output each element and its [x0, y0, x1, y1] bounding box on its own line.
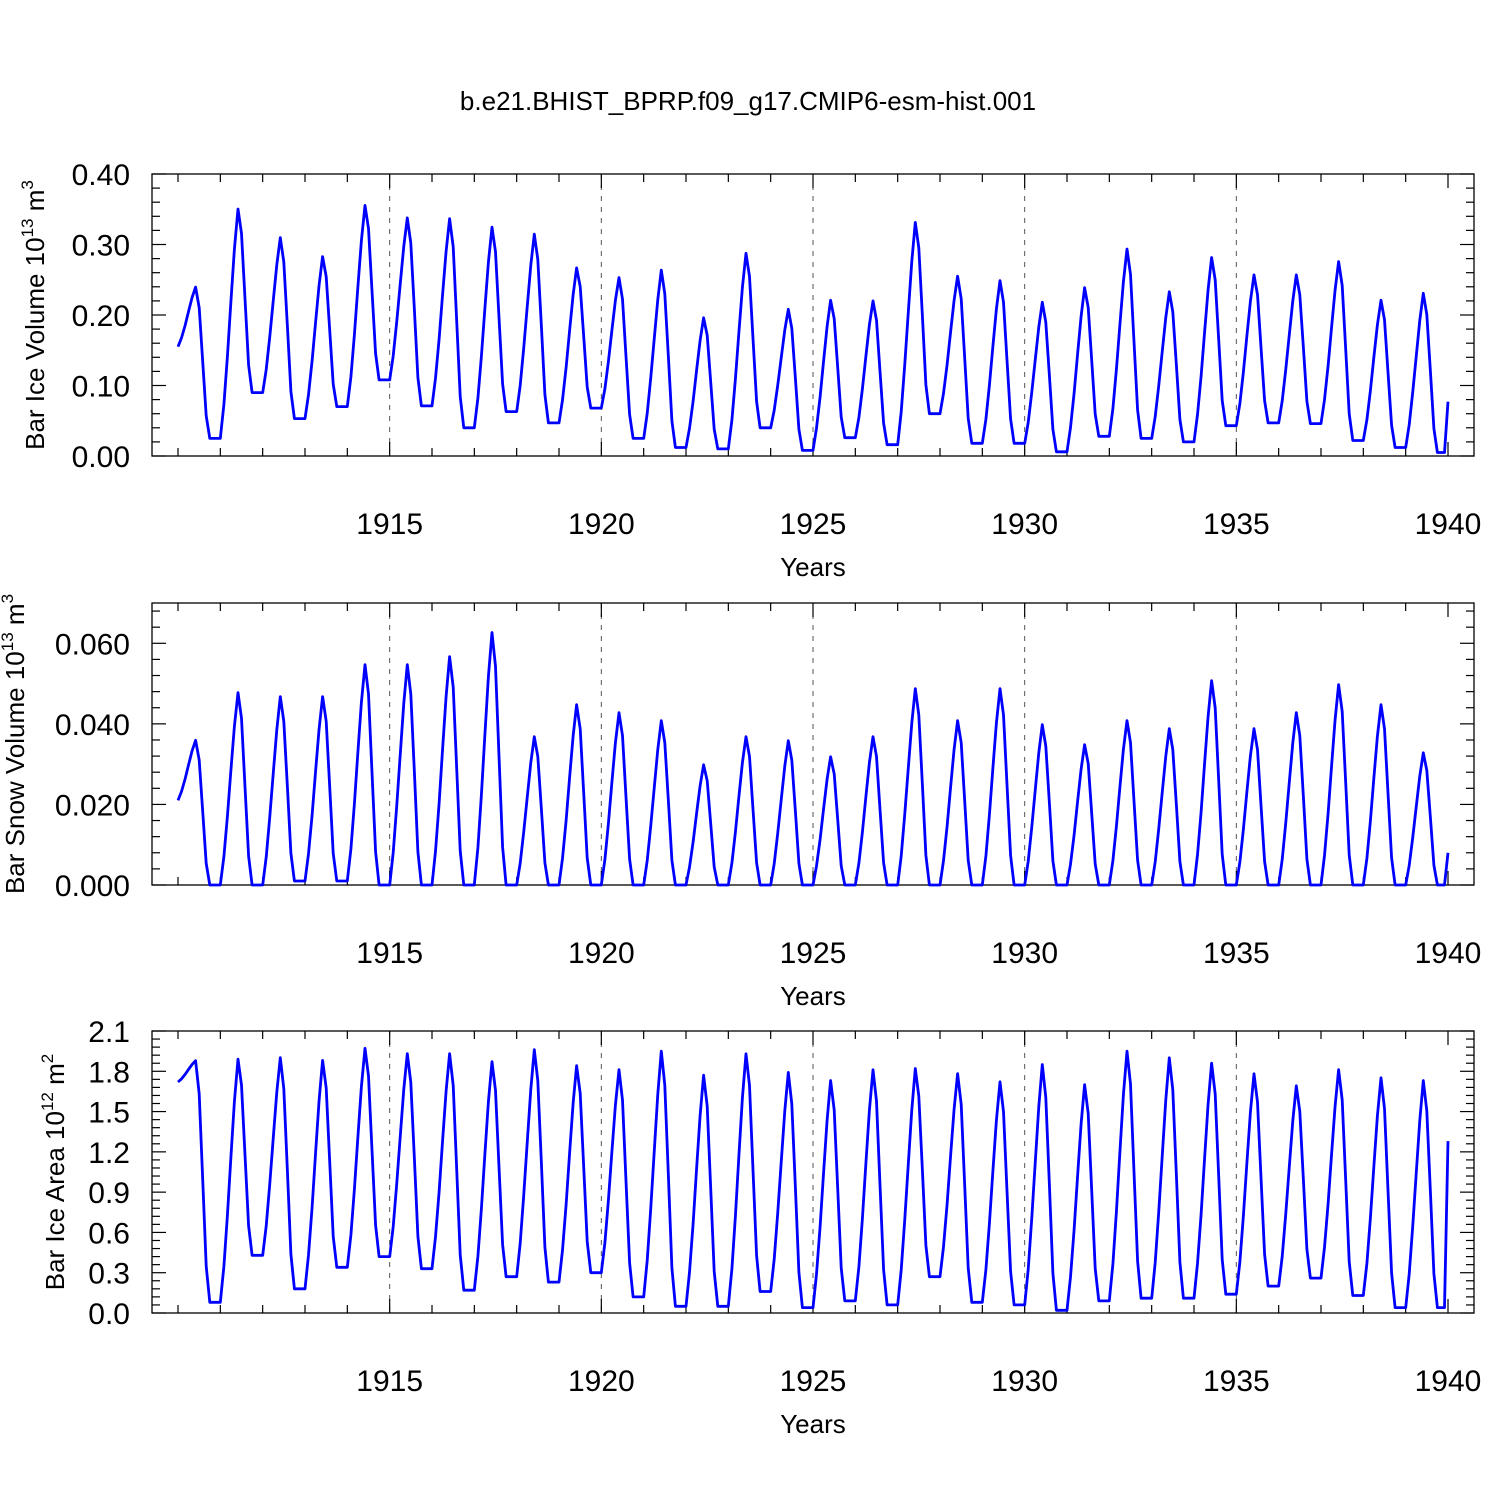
- x-axis-label: Years: [780, 552, 846, 582]
- panel-ice-volume: 0.00 0.10 0.20 0.30 0.40 1915 1920 1925 1930 1935…: [18, 159, 1481, 582]
- panel-ice-area: 0.0 0.3 0.6 0.9 1.2 1.5 1.8 2.1 1915 1920 1925 1930…: [38, 1016, 1481, 1439]
- y-tick-label: 0.6: [88, 1217, 130, 1250]
- x-tick-label: 1940: [1415, 1365, 1482, 1398]
- x-tick-label: 1925: [780, 1365, 847, 1398]
- x-tick-label: 1930: [991, 937, 1058, 970]
- panel-snow-volume: 0.000 0.020 0.040 0.060 1915 1920 1925 1930 1935…: [0, 594, 1481, 1011]
- y-tick-label: 0.0: [88, 1298, 130, 1331]
- y-tick-label: 0.00: [72, 441, 130, 474]
- series-line-snow-volume: [176, 631, 1450, 887]
- x-tick-label: 1920: [568, 937, 635, 970]
- x-tick-label: 1935: [1203, 937, 1270, 970]
- y-tick-label: 0.10: [72, 371, 130, 404]
- y-tick-label: 0.000: [55, 870, 130, 903]
- y-axis-label: Bar Snow Volume 1013 m3: [0, 594, 30, 894]
- y-tick-label: 0.9: [88, 1177, 130, 1210]
- x-tick-label: 1920: [568, 1365, 635, 1398]
- y-tick-label: 0.020: [55, 789, 130, 822]
- y-axis-label: Bar Ice Volume 1013 m3: [18, 180, 50, 450]
- x-tick-label: 1925: [780, 508, 847, 541]
- y-tick-label: 0.060: [55, 628, 130, 661]
- x-tick-label: 1915: [356, 508, 423, 541]
- x-axis-label: Years: [780, 981, 846, 1011]
- y-tick-label: 0.20: [72, 300, 130, 333]
- x-tick-label: 1920: [568, 508, 635, 541]
- y-tick-label: 1.2: [88, 1137, 130, 1170]
- figure-title: b.e21.BHIST_BPRP.f09_g17.CMIP6-esm-hist.…: [460, 86, 1036, 116]
- x-tick-label: 1930: [991, 508, 1058, 541]
- x-tick-label: 1935: [1203, 508, 1270, 541]
- y-axis-label: Bar Ice Area 1012 m2: [38, 1054, 70, 1291]
- y-tick-label: 0.040: [55, 709, 130, 742]
- x-tick-label: 1925: [780, 937, 847, 970]
- plot-frame: [151, 1030, 1475, 1314]
- y-tick-label: 0.30: [72, 230, 130, 263]
- x-tick-label: 1915: [356, 1365, 423, 1398]
- series-line-ice-volume: [176, 204, 1450, 454]
- x-tick-label: 1940: [1415, 937, 1482, 970]
- y-tick-label: 1.8: [88, 1056, 130, 1089]
- y-tick-label: 0.40: [72, 159, 130, 192]
- plot-frame: [151, 173, 1475, 457]
- y-tick-label: 1.5: [88, 1097, 130, 1130]
- series-line-ice-area: [177, 1046, 1450, 1312]
- x-axis-label: Years: [780, 1409, 846, 1439]
- x-tick-label: 1930: [991, 1365, 1058, 1398]
- y-tick-label: 2.1: [88, 1016, 130, 1049]
- y-tick-label: 0.3: [88, 1258, 130, 1291]
- x-tick-label: 1935: [1203, 1365, 1270, 1398]
- x-tick-label: 1915: [356, 937, 423, 970]
- panels: 0.00 0.10 0.20 0.30 0.40 1915 1920 1925 1930 1935…: [0, 159, 1481, 1439]
- x-tick-label: 1940: [1415, 508, 1482, 541]
